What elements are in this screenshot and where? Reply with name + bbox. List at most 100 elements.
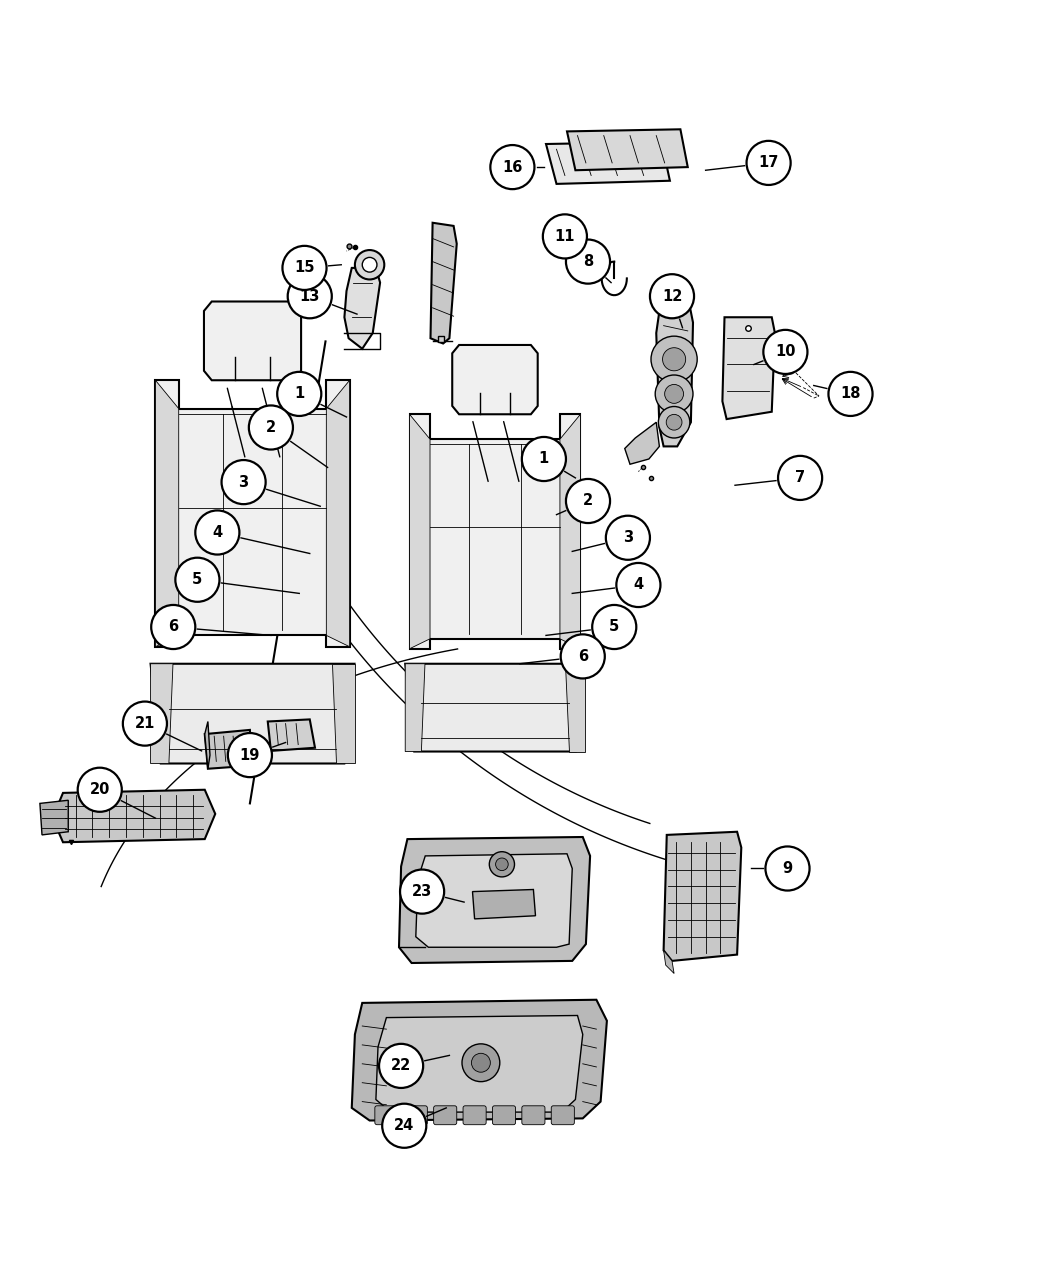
Text: 24: 24 [394,1118,415,1133]
Polygon shape [150,664,173,764]
Polygon shape [327,380,350,646]
Circle shape [655,375,693,413]
Circle shape [123,701,167,746]
Circle shape [566,240,610,283]
Polygon shape [664,831,741,961]
Polygon shape [344,268,380,349]
Polygon shape [546,142,670,184]
Circle shape [666,414,683,430]
Circle shape [663,348,686,371]
Circle shape [288,274,332,319]
Circle shape [228,733,272,778]
Text: 2: 2 [266,419,276,435]
Polygon shape [656,296,693,446]
Circle shape [606,515,650,560]
Circle shape [490,145,534,189]
Text: 5: 5 [609,620,620,635]
Text: 3: 3 [238,474,249,490]
Circle shape [658,407,690,439]
Polygon shape [150,664,355,764]
Text: 2: 2 [583,493,593,509]
Polygon shape [352,1000,607,1121]
FancyBboxPatch shape [434,1105,457,1125]
Circle shape [566,479,610,523]
Polygon shape [625,422,659,464]
Polygon shape [376,1015,583,1112]
Polygon shape [155,380,350,646]
Polygon shape [405,664,585,751]
Circle shape [561,635,605,678]
Text: 15: 15 [294,260,315,275]
Text: 8: 8 [583,254,593,269]
Text: 1: 1 [294,386,304,402]
Polygon shape [430,223,457,343]
Polygon shape [664,950,674,974]
Circle shape [282,246,327,289]
Polygon shape [205,729,252,769]
Text: 13: 13 [299,288,320,303]
Circle shape [400,870,444,914]
Circle shape [249,405,293,450]
FancyBboxPatch shape [551,1105,574,1125]
Polygon shape [268,719,315,751]
Polygon shape [204,301,301,380]
Polygon shape [410,414,581,649]
Circle shape [650,274,694,319]
Text: 21: 21 [134,717,155,731]
Circle shape [379,1044,423,1088]
FancyBboxPatch shape [404,1105,427,1125]
Circle shape [78,768,122,812]
Polygon shape [205,722,210,769]
Circle shape [651,337,697,382]
Text: 22: 22 [391,1058,412,1074]
Circle shape [362,258,377,272]
Polygon shape [565,664,585,751]
Circle shape [462,1044,500,1081]
Circle shape [195,510,239,555]
Circle shape [763,330,807,374]
Polygon shape [722,317,775,419]
Circle shape [616,564,660,607]
FancyBboxPatch shape [492,1105,516,1125]
Text: 4: 4 [633,578,644,593]
Circle shape [747,140,791,185]
Polygon shape [40,801,68,835]
FancyBboxPatch shape [522,1105,545,1125]
Polygon shape [410,414,430,649]
Text: 5: 5 [192,572,203,588]
Text: 3: 3 [623,530,633,546]
Circle shape [175,557,219,602]
Circle shape [496,858,508,871]
Circle shape [543,214,587,259]
Polygon shape [567,129,688,171]
Circle shape [471,1053,490,1072]
Text: 12: 12 [662,288,682,303]
Circle shape [151,604,195,649]
Polygon shape [560,414,581,649]
Circle shape [222,460,266,504]
Polygon shape [155,380,179,646]
Circle shape [665,385,684,403]
Text: 19: 19 [239,747,260,762]
Circle shape [778,456,822,500]
FancyBboxPatch shape [375,1105,398,1125]
Circle shape [489,852,514,877]
Text: 16: 16 [502,159,523,175]
Circle shape [355,250,384,279]
Text: 20: 20 [89,783,110,797]
Text: 1: 1 [539,451,549,467]
Circle shape [522,437,566,481]
Text: 18: 18 [840,386,861,402]
Polygon shape [416,854,572,947]
Polygon shape [332,664,355,764]
Text: 11: 11 [554,230,575,244]
Text: 9: 9 [782,861,793,876]
Polygon shape [453,346,538,414]
Text: 23: 23 [412,884,433,899]
Circle shape [277,372,321,416]
Polygon shape [52,789,215,843]
Circle shape [765,847,810,890]
Polygon shape [399,836,590,963]
FancyBboxPatch shape [463,1105,486,1125]
Text: 6: 6 [168,620,178,635]
